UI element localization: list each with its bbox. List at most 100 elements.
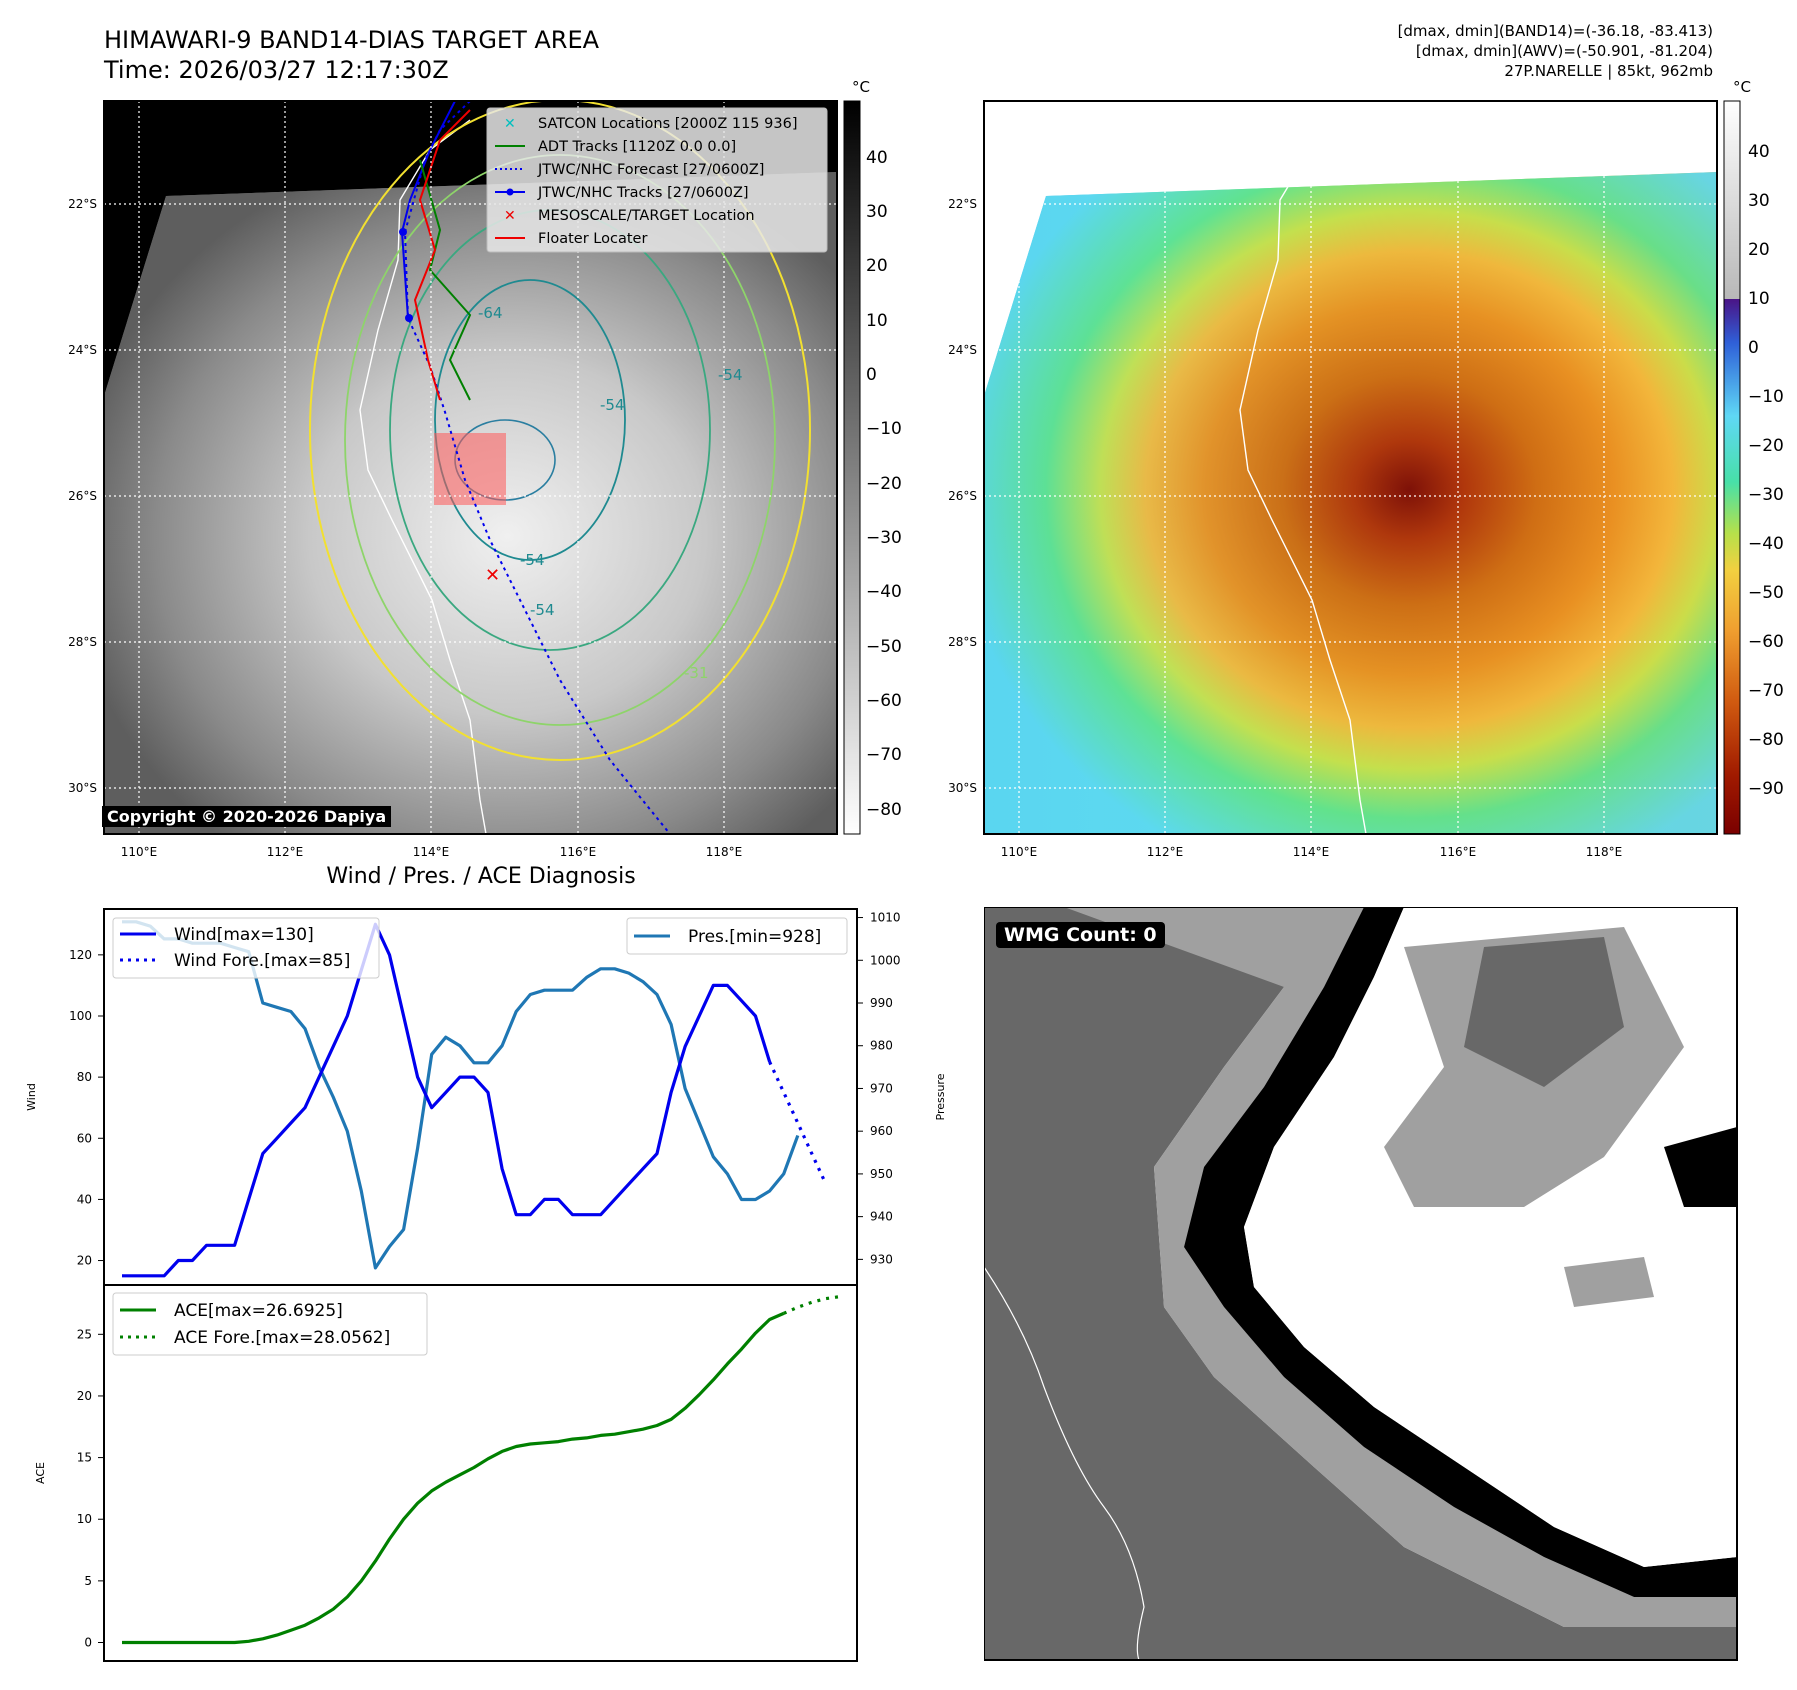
lon-label: 118°E	[706, 845, 743, 859]
svg-text:−30: −30	[1748, 485, 1784, 505]
wind-legend: Wind[max=130] Wind Fore.[max=85]	[112, 917, 380, 979]
gray-colorbar-ticks: 40 30 20 10 0 −10 −20 −30 −40 −50 −60 −7…	[866, 148, 902, 820]
stat-awv: [dmax, dmin](AWV)=(-50.901, -81.204)	[1415, 42, 1713, 60]
svg-text:−60: −60	[866, 691, 902, 711]
wind-tick: 40	[77, 1192, 92, 1206]
lon-label: 112°E	[1147, 845, 1184, 859]
ace-tick: 10	[77, 1512, 92, 1526]
svg-text:20: 20	[866, 256, 888, 276]
lon-label: 118°E	[1586, 845, 1623, 859]
svg-text:10: 10	[866, 311, 888, 331]
lat-label: 26°S	[68, 489, 97, 503]
pressure-tick: 1010	[870, 911, 901, 925]
svg-text:−10: −10	[866, 419, 902, 439]
map-panels: ✕ -64 -54 -54 -54 -54 -31 ✕ ✕ SATCON Loc…	[68, 100, 1784, 859]
legend-adt: ADT Tracks [1120Z 0.0 0.0]	[538, 139, 736, 155]
colorbar-unit-gray: °C	[852, 78, 870, 96]
lon-label: 116°E	[560, 845, 597, 859]
ace-tick: 25	[77, 1327, 92, 1341]
svg-text:40: 40	[1748, 142, 1770, 162]
svg-text:−50: −50	[866, 637, 902, 657]
lon-label: 114°E	[413, 845, 450, 859]
ace-axis-label: ACE	[34, 1462, 47, 1484]
pressure-tick: 1000	[870, 953, 901, 967]
ace-line	[122, 1311, 785, 1645]
svg-text:−90: −90	[1748, 779, 1784, 799]
map-legend: ✕ ✕ SATCON Locations [2000Z 115 936] ADT…	[486, 107, 828, 253]
wind-tick: 80	[77, 1070, 92, 1084]
diagnosis-title: Wind / Pres. / ACE Diagnosis	[326, 864, 636, 889]
lon-label: 110°E	[1001, 845, 1038, 859]
lat-label: 22°S	[948, 197, 977, 211]
wind-tick: 100	[69, 1009, 92, 1023]
lon-label: 116°E	[1440, 845, 1477, 859]
lat-label: 24°S	[948, 343, 977, 357]
diagnosis-chart: 20 40 60 80 100 120 930 940 950 960 970 980 990 1000…	[25, 908, 947, 1662]
legend-satcon: SATCON Locations [2000Z 115 936]	[538, 116, 797, 132]
wind-line	[122, 922, 772, 1278]
ace-legend: ACE[max=26.6925] ACE Fore.[max=28.0562]	[112, 1292, 428, 1356]
wind-axis-label: Wind	[25, 1083, 38, 1111]
wmg-panel	[984, 907, 1738, 1661]
colorbar-unit-color: °C	[1733, 78, 1751, 96]
contour-label: -54	[600, 396, 625, 414]
svg-text:−10: −10	[1748, 387, 1784, 407]
pressure-tick: 980	[870, 1039, 893, 1053]
pressure-tick: 970	[870, 1081, 893, 1095]
contour-label: -54	[530, 601, 555, 619]
copyright-badge: Copyright © 2020-2026 Dapiya	[102, 806, 392, 827]
svg-text:30: 30	[866, 202, 888, 222]
svg-text:−20: −20	[1748, 436, 1784, 456]
pressure-tick: 960	[870, 1124, 893, 1138]
colorbar-color	[1723, 100, 1741, 835]
svg-text:−70: −70	[866, 745, 902, 765]
contour-label: -31	[684, 664, 709, 682]
svg-text:−30: −30	[866, 528, 902, 548]
legend-ace: ACE[max=26.6925]	[174, 1301, 343, 1321]
svg-text:0: 0	[1748, 338, 1759, 358]
legend-floater: Floater Locater	[538, 231, 647, 247]
legend-wind: Wind[max=130]	[174, 925, 314, 945]
legend-ace-fore: ACE Fore.[max=28.0562]	[174, 1328, 390, 1348]
legend-jtwc-forecast: JTWC/NHC Forecast [27/0600Z]	[537, 162, 764, 178]
svg-text:30: 30	[1748, 191, 1770, 211]
pressure-axis-label: Pressure	[934, 1073, 947, 1120]
pressure-tick: 930	[870, 1252, 893, 1266]
svg-text:−20: −20	[866, 474, 902, 494]
legend-target: MESOSCALE/TARGET Location	[538, 208, 755, 224]
lon-label: 110°E	[121, 845, 158, 859]
wind-tick: 20	[77, 1254, 92, 1268]
svg-text:−40: −40	[1748, 534, 1784, 554]
ace-tick: 20	[77, 1389, 92, 1403]
pressure-tick: 990	[870, 996, 893, 1010]
svg-text:−40: −40	[866, 582, 902, 602]
lat-label: 28°S	[68, 635, 97, 649]
contour-label: -54	[520, 551, 545, 569]
svg-text:10: 10	[1748, 289, 1770, 309]
ace-tick: 15	[77, 1451, 92, 1465]
wind-tick: 120	[69, 948, 92, 962]
lat-label: 30°S	[948, 781, 977, 795]
pressure-legend: Pres.[min=928]	[626, 917, 848, 955]
storm-info: 27P.NARELLE | 85kt, 962mb	[1504, 62, 1713, 80]
pressure-tick: 940	[870, 1210, 893, 1224]
svg-text:✕: ✕	[504, 116, 516, 132]
lat-label: 28°S	[948, 635, 977, 649]
legend-pressure: Pres.[min=928]	[688, 927, 821, 947]
svg-text:20: 20	[1748, 240, 1770, 260]
legend-jtwc-tracks: JTWC/NHC Tracks [27/0600Z]	[537, 185, 749, 201]
svg-text:−80: −80	[1748, 730, 1784, 750]
colorbar-gray	[843, 100, 861, 835]
figure-time: Time: 2026/03/27 12:17:30Z	[104, 56, 449, 84]
contour-label: -64	[478, 304, 503, 322]
wmg-count-badge: WMG Count: 0	[996, 922, 1165, 948]
pressure-tick: 950	[870, 1167, 893, 1181]
ace-tick: 5	[84, 1574, 92, 1588]
wind-tick: 60	[77, 1131, 92, 1145]
stat-band14: [dmax, dmin](BAND14)=(-36.18, -83.413)	[1397, 22, 1713, 40]
lon-label: 114°E	[1293, 845, 1330, 859]
lat-label: 30°S	[68, 781, 97, 795]
target-marker-icon: ✕	[485, 565, 500, 586]
svg-text:−70: −70	[1748, 681, 1784, 701]
contour-label: -54	[718, 366, 743, 384]
